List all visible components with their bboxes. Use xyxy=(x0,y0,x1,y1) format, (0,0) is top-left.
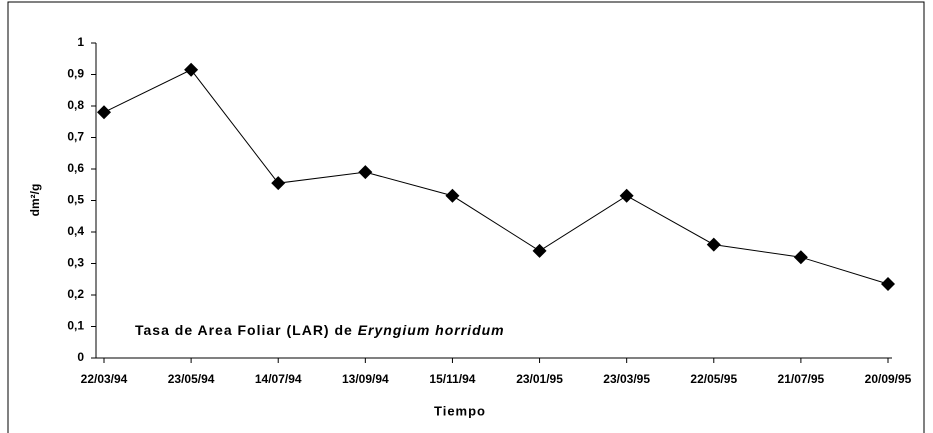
x-tick-label: 22/05/95 xyxy=(690,372,737,386)
x-tick-label: 22/03/94 xyxy=(81,372,128,386)
chart-frame xyxy=(7,1,925,433)
data-point xyxy=(793,250,808,265)
x-tick-label: 23/05/94 xyxy=(168,372,215,386)
data-point xyxy=(445,188,460,203)
y-axis-label: dm²/g xyxy=(28,184,42,217)
y-tick-label: 0,6 xyxy=(67,161,84,175)
data-point xyxy=(358,165,373,180)
y-tick-label: 0,3 xyxy=(67,256,84,270)
data-point xyxy=(619,188,634,203)
x-tick-label: 14/07/94 xyxy=(255,372,302,386)
data-line xyxy=(103,69,889,285)
y-tick-label: 0,1 xyxy=(67,319,84,333)
title-species: Eryngium horridum xyxy=(358,322,505,338)
y-tick-label: 0 xyxy=(77,350,84,364)
x-tick-label: 23/03/95 xyxy=(603,372,650,386)
data-point xyxy=(184,62,199,77)
y-tick-label: 0,4 xyxy=(67,224,84,238)
y-tick-label: 0,9 xyxy=(67,67,84,81)
y-tick-label: 0,2 xyxy=(67,287,84,301)
chart-title: Tasa de Area Foliar (LAR) de Eryngium ho… xyxy=(135,322,505,338)
data-point xyxy=(97,105,111,120)
data-point xyxy=(271,176,286,191)
data-point xyxy=(881,276,895,291)
x-tick-label: 13/09/94 xyxy=(342,372,389,386)
x-tick-label: 20/09/95 xyxy=(865,372,912,386)
x-tick-label: 21/07/95 xyxy=(778,372,825,386)
y-tick-label: 0,8 xyxy=(67,98,84,112)
y-tick-label: 1 xyxy=(77,35,84,49)
y-tick-label: 0,7 xyxy=(67,130,84,144)
x-tick-label: 23/01/95 xyxy=(516,372,563,386)
x-axis-label: Tiempo xyxy=(434,403,486,418)
x-tick-label: 15/11/94 xyxy=(429,372,475,386)
data-point xyxy=(706,237,721,252)
title-text: Tasa de Area Foliar (LAR) de xyxy=(135,322,353,338)
data-point xyxy=(532,243,547,258)
y-tick-label: 0,5 xyxy=(67,193,84,207)
